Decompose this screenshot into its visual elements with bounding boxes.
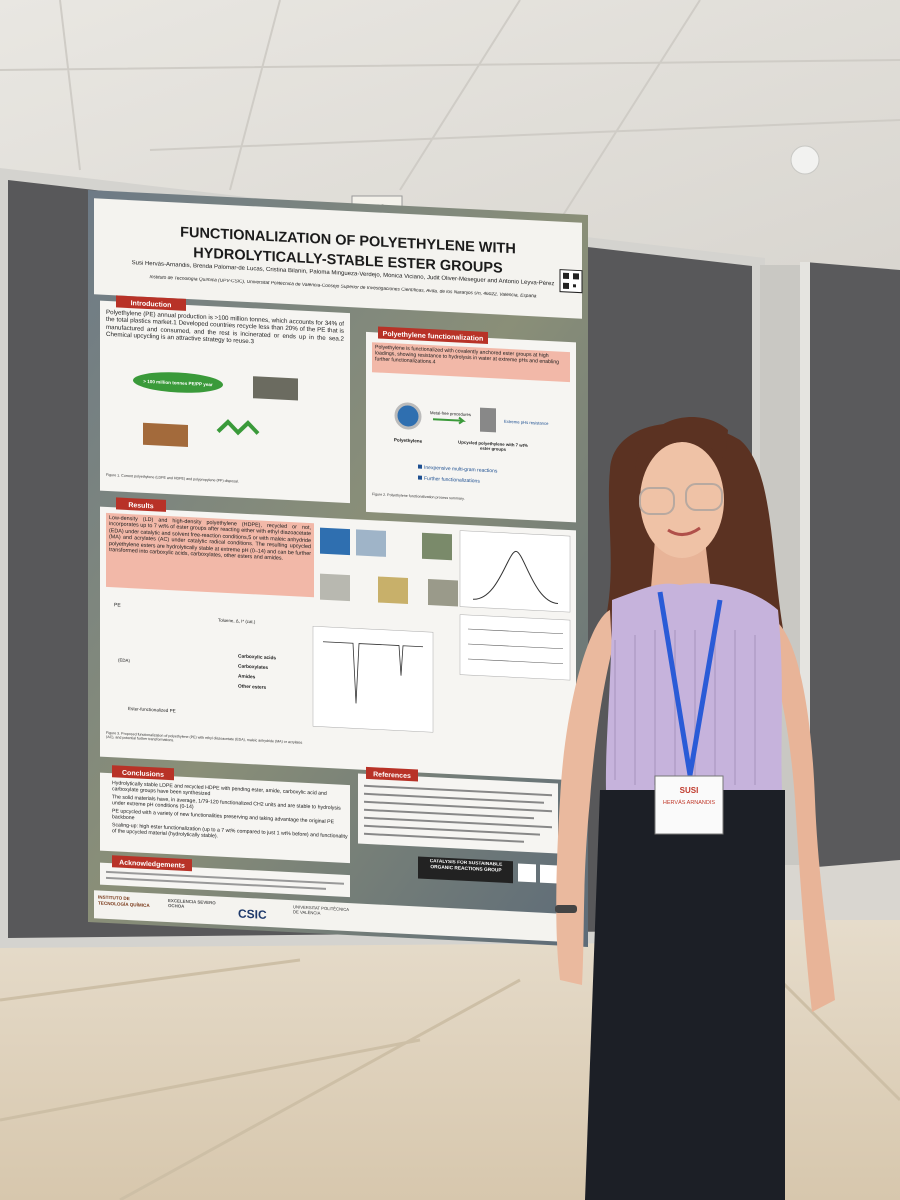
poster: FUNCTIONALIZATION OF POLYETHYLENE WITH H…	[88, 190, 588, 947]
left-arm	[556, 610, 612, 985]
conclusions-heading: Conclusions	[122, 770, 164, 779]
logo-csic: CSIC	[238, 907, 267, 922]
bullet-2: Further functionalizations	[424, 476, 480, 485]
logo-severo-ochoa: EXCELENCIA SEVERO OCHOA	[168, 898, 216, 910]
smile	[667, 526, 701, 536]
introduction-heading: Introduction	[131, 300, 172, 309]
recycling-arrows	[216, 419, 260, 436]
results-highlight	[106, 512, 314, 598]
pe-label: Polyethylene	[394, 437, 423, 443]
badge-last-name: HERVÁS ARNANDIS	[663, 799, 715, 806]
xrd-traces	[468, 628, 563, 665]
product-1: Carboxylic acids	[238, 654, 276, 662]
name-badge	[654, 775, 724, 835]
conclusions-heading-bg	[112, 765, 174, 781]
floor-veins	[0, 958, 900, 1200]
landfill-photo	[253, 376, 298, 401]
top-ribbing	[614, 630, 756, 785]
face	[640, 442, 724, 558]
acknowledgements-heading: Acknowledgements	[119, 860, 185, 870]
product-2: Carboxylates	[238, 664, 268, 672]
wristband	[555, 905, 577, 913]
lanyard	[657, 591, 723, 776]
title-block	[94, 198, 582, 319]
photo-2	[356, 529, 386, 557]
photo-6	[428, 579, 458, 607]
qr-code-footer	[540, 864, 558, 884]
ftir-curve	[323, 641, 423, 704]
smoke-detector	[790, 145, 820, 175]
scheme-ester-pe: Ester-functionalized PE	[128, 706, 176, 713]
badge-first-name: SUSI	[680, 786, 699, 795]
photo-5	[378, 576, 408, 605]
conclusions-box	[100, 772, 350, 864]
scheme-eda: (EDA)	[118, 658, 130, 664]
bullet-1: Inexpensive multi-gram reactions	[424, 465, 498, 475]
person: SUSI HERVÁS ARNANDIS	[555, 417, 835, 1200]
acknowledgements-heading-bg	[112, 855, 192, 872]
product-3: Amides	[238, 674, 256, 681]
photo-3	[422, 532, 452, 561]
ftir-chart	[312, 625, 434, 733]
right-arm	[772, 620, 835, 1012]
scheme-pe: PE	[114, 602, 121, 608]
photo-1	[320, 527, 350, 556]
references-heading: References	[373, 771, 411, 780]
photo-4	[320, 573, 350, 602]
acknowledgement-lines	[106, 870, 344, 890]
acknowledgements-box	[100, 862, 350, 898]
ceiling-seams	[0, 0, 900, 221]
qr-code-pattern	[563, 272, 579, 290]
reference-lines	[364, 784, 552, 843]
production-badge	[133, 372, 223, 393]
bullet-marker	[418, 475, 422, 480]
board-right	[805, 262, 900, 868]
glasses-left	[639, 487, 675, 515]
introduction-heading-bg	[116, 295, 186, 311]
process-arrow	[433, 416, 466, 425]
pants	[585, 790, 785, 1200]
results-heading: Results	[128, 502, 153, 510]
production-label: > 100 million tonnes PE/PP year	[143, 379, 213, 387]
introduction-box	[100, 300, 350, 504]
qr-code-footer	[518, 863, 536, 883]
bullet-marker	[418, 464, 422, 469]
results-heading-bg	[116, 497, 166, 512]
scheme-reagent: Toluene, Δ, I* (cat.)	[218, 618, 256, 625]
board-edge	[800, 262, 810, 867]
upcycled-label: Upcycled polyethylene with 7 wt% ester g…	[458, 439, 528, 453]
metal-free-label: Metal-free procedures	[430, 410, 471, 417]
gpc-curve	[472, 550, 559, 604]
pe-sample	[394, 402, 422, 430]
functionalization-highlight	[372, 342, 570, 383]
group-banner	[418, 856, 513, 884]
xrd-chart	[459, 614, 571, 681]
logo-strip	[94, 890, 582, 943]
functionalization-heading-bg	[378, 326, 488, 345]
logo-itq: INSTITUTO DE TECNOLOGÍA QUÍMICA	[98, 894, 150, 908]
glasses-right	[685, 483, 723, 511]
product-4: Other esters	[238, 684, 267, 691]
conclusions-list: Hydrolytically stable LDPE and recycled …	[104, 780, 348, 847]
ph-resistance-label: Extreme pHs resistance	[504, 419, 549, 426]
gpc-chart	[459, 530, 571, 613]
logo-upv: UNIVERSITAT POLITÈCNICA DE VALÈNCIA	[293, 904, 349, 916]
top	[605, 583, 782, 790]
references-heading-bg	[366, 766, 418, 782]
upcycled-sample	[480, 407, 496, 433]
ocean-photo	[143, 422, 188, 448]
fringe	[635, 417, 728, 470]
